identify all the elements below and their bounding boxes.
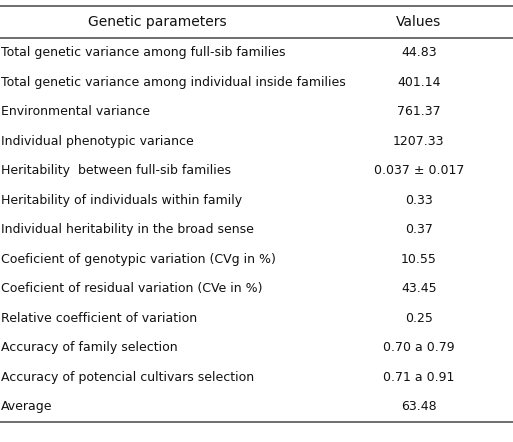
Text: Environmental variance: Environmental variance bbox=[1, 105, 150, 118]
Text: 44.83: 44.83 bbox=[401, 46, 437, 59]
Text: Coeficient of residual variation (CVe in %): Coeficient of residual variation (CVe in… bbox=[1, 282, 263, 295]
Text: Average: Average bbox=[1, 400, 52, 413]
Text: Relative coefficient of variation: Relative coefficient of variation bbox=[1, 312, 197, 325]
Text: Accuracy of potencial cultivars selection: Accuracy of potencial cultivars selectio… bbox=[1, 371, 254, 384]
Text: Coeficient of genotypic variation (CVg in %): Coeficient of genotypic variation (CVg i… bbox=[1, 253, 276, 266]
Text: 761.37: 761.37 bbox=[397, 105, 441, 118]
Text: Values: Values bbox=[396, 15, 441, 29]
Text: Total genetic variance among individual inside families: Total genetic variance among individual … bbox=[1, 76, 346, 89]
Text: Individual phenotypic variance: Individual phenotypic variance bbox=[1, 135, 194, 148]
Text: 401.14: 401.14 bbox=[397, 76, 441, 89]
Text: 10.55: 10.55 bbox=[401, 253, 437, 266]
Text: 63.48: 63.48 bbox=[401, 400, 437, 413]
Text: 43.45: 43.45 bbox=[401, 282, 437, 295]
Text: Genetic parameters: Genetic parameters bbox=[88, 15, 226, 29]
Text: Accuracy of family selection: Accuracy of family selection bbox=[1, 341, 177, 354]
Text: 0.70 a 0.79: 0.70 a 0.79 bbox=[383, 341, 455, 354]
Text: 0.37: 0.37 bbox=[405, 223, 432, 236]
Text: Total genetic variance among full-sib families: Total genetic variance among full-sib fa… bbox=[1, 46, 286, 59]
Text: Heritability of individuals within family: Heritability of individuals within famil… bbox=[1, 194, 242, 207]
Text: 0.25: 0.25 bbox=[405, 312, 432, 325]
Text: Heritability  between full-sib families: Heritability between full-sib families bbox=[1, 164, 231, 177]
Text: 0.71 a 0.91: 0.71 a 0.91 bbox=[383, 371, 455, 384]
Text: 0.33: 0.33 bbox=[405, 194, 432, 207]
Text: 0.037 ± 0.017: 0.037 ± 0.017 bbox=[373, 164, 464, 177]
Text: 1207.33: 1207.33 bbox=[393, 135, 444, 148]
Text: Individual heritability in the broad sense: Individual heritability in the broad sen… bbox=[1, 223, 254, 236]
